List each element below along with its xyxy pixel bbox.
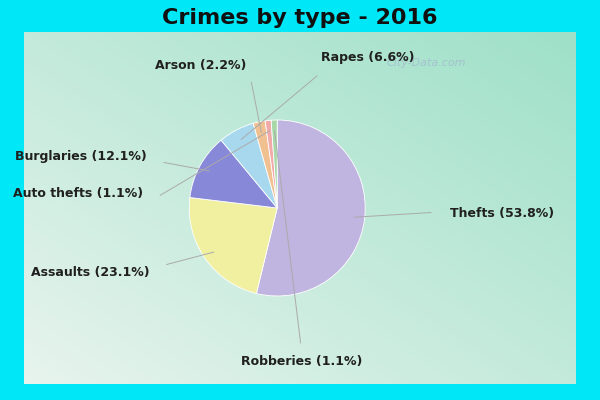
- Wedge shape: [221, 123, 277, 208]
- Text: Rapes (6.6%): Rapes (6.6%): [321, 51, 414, 64]
- Text: Burglaries (12.1%): Burglaries (12.1%): [15, 150, 147, 163]
- Text: Auto thefts (1.1%): Auto thefts (1.1%): [13, 187, 143, 200]
- Wedge shape: [271, 120, 277, 208]
- Text: Assaults (23.1%): Assaults (23.1%): [31, 266, 150, 279]
- Text: Crimes by type - 2016: Crimes by type - 2016: [162, 8, 438, 28]
- Wedge shape: [190, 140, 277, 208]
- Text: City-Data.com: City-Data.com: [386, 58, 466, 68]
- Wedge shape: [256, 120, 365, 296]
- Wedge shape: [253, 121, 277, 208]
- Wedge shape: [265, 120, 277, 208]
- Text: Arson (2.2%): Arson (2.2%): [155, 59, 246, 72]
- Text: Robberies (1.1%): Robberies (1.1%): [241, 355, 363, 368]
- Wedge shape: [189, 198, 277, 294]
- Text: Thefts (53.8%): Thefts (53.8%): [450, 207, 554, 220]
